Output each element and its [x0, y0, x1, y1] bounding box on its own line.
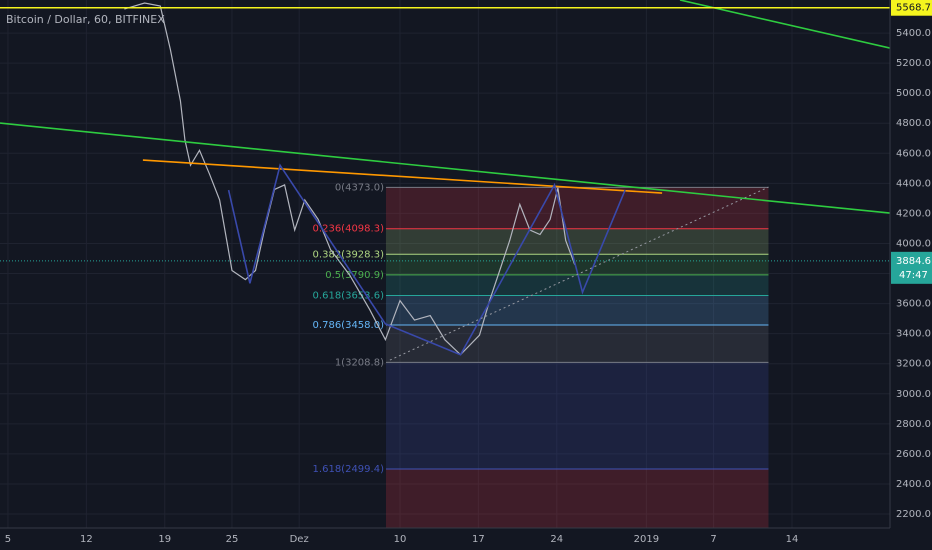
- y-tick-label: 2800.0: [896, 419, 931, 430]
- fib-label: 0.236(4098.3): [313, 224, 385, 235]
- fib-band: [385, 228, 769, 255]
- fib-label: 1.618(2499.4): [313, 464, 385, 475]
- fib-band: [385, 362, 769, 470]
- price-tag: [891, 0, 932, 16]
- chart-title: Bitcoin / Dollar, 60, BITFINEX: [6, 13, 165, 26]
- axes: 2200.0 2400.0 2600.0 2800.0 3000.0 3200.0 3400…: [5, 0, 932, 545]
- x-tick-label: 2019: [634, 534, 659, 545]
- y-tick-label: 3400.0: [896, 329, 931, 340]
- y-tick-label: 3200.0: [896, 359, 931, 370]
- fib-band: [385, 187, 769, 229]
- time-axis: [0, 528, 932, 550]
- y-tick-label: 4200.0: [896, 208, 931, 219]
- y-tick-label: 2200.0: [896, 509, 931, 520]
- countdown: 47:47: [899, 270, 928, 281]
- x-tick-label: 12: [80, 534, 93, 545]
- y-tick-label: 2400.0: [896, 479, 931, 490]
- y-tick-label: 4000.0: [896, 238, 931, 249]
- fib-label: 1(3208.8): [335, 357, 384, 368]
- fib-band: [385, 324, 769, 363]
- x-tick-label: 19: [158, 534, 171, 545]
- x-tick-label: 14: [786, 534, 799, 545]
- y-tick-label: 4600.0: [896, 148, 931, 159]
- x-tick-label: 17: [472, 534, 485, 545]
- fib-label: 0.382(3928.3): [313, 249, 385, 260]
- fib-band: [385, 469, 769, 528]
- y-tick-label: 3600.0: [896, 299, 931, 310]
- y-tick-label: 5000.0: [896, 88, 931, 99]
- fib-band: [385, 254, 769, 275]
- price-tag-label: 5568.7: [896, 3, 931, 14]
- x-tick-label: 25: [226, 534, 239, 545]
- y-tick-label: 4800.0: [896, 118, 931, 129]
- fib-label: 0.786(3458.0): [313, 320, 385, 331]
- trend-line: [142, 159, 663, 194]
- y-tick-label: 5400.0: [896, 28, 931, 39]
- x-tick-label: 24: [550, 534, 563, 545]
- x-tick-label: 5: [5, 534, 11, 545]
- x-tick-label: Dez: [290, 534, 309, 545]
- fib-label: 0.5(3790.9): [325, 270, 384, 281]
- y-tick-label: 5200.0: [896, 58, 931, 69]
- last-price-label: 3884.6: [896, 256, 931, 267]
- plot: 0(4373.0) 0.236(4098.3) 0.382(3928.3) 0.5(3…: [0, 0, 891, 528]
- y-tick-label: 4400.0: [896, 178, 931, 189]
- x-tick-label: 7: [710, 534, 716, 545]
- last-price-tag: [891, 251, 932, 284]
- y-tick-label: 3000.0: [896, 389, 931, 400]
- fib-label: 0(4373.0): [335, 182, 384, 193]
- fib-label: 0.618(3653.6): [313, 291, 385, 302]
- trend-line: [389, 186, 769, 361]
- fib-band: [385, 295, 769, 325]
- y-tick-label: 2600.0: [896, 449, 931, 460]
- trend-line: [0, 122, 891, 214]
- fib-band: [385, 274, 769, 296]
- x-tick-label: 10: [394, 534, 407, 545]
- price-line: [124, 2, 576, 356]
